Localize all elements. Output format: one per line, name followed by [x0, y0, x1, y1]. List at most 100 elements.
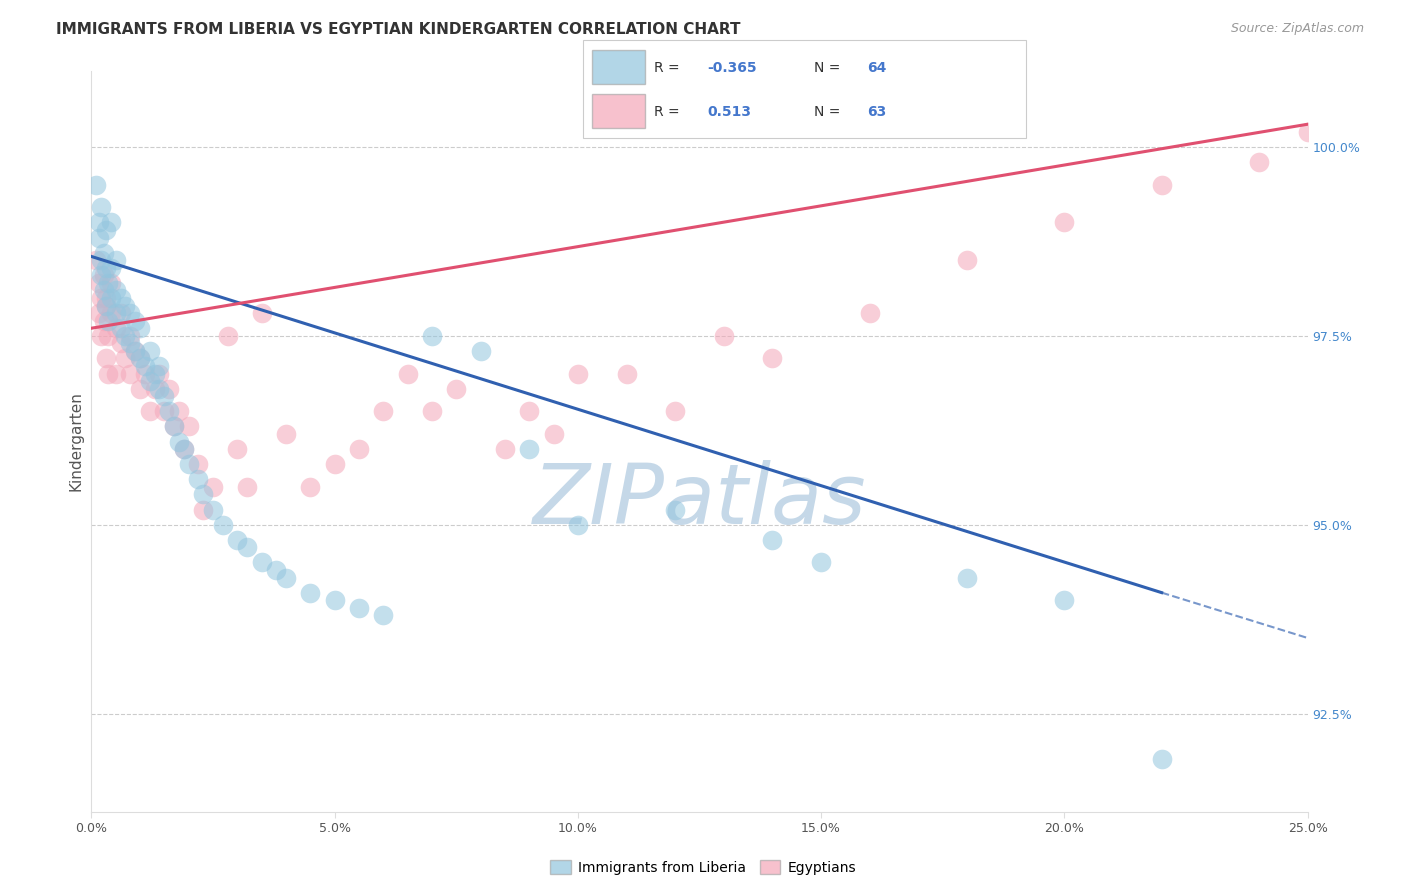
Point — [97, 367, 120, 381]
Point — [143, 382, 166, 396]
Point — [94, 291, 117, 305]
Point — [90, 328, 112, 343]
Point — [347, 600, 370, 615]
Point — [104, 321, 127, 335]
Text: 0.513: 0.513 — [707, 104, 751, 119]
Point — [90, 253, 112, 268]
Point — [713, 328, 735, 343]
Point — [114, 351, 136, 366]
Point — [236, 541, 259, 555]
Point — [177, 457, 200, 471]
Point — [93, 268, 115, 283]
Point — [420, 328, 443, 343]
Point — [97, 313, 120, 327]
Point — [470, 343, 492, 358]
Point — [274, 427, 297, 442]
Point — [373, 404, 395, 418]
Point — [129, 351, 152, 366]
Point — [90, 268, 112, 283]
Point — [250, 306, 273, 320]
Text: 64: 64 — [868, 61, 886, 75]
Bar — [592, 50, 645, 85]
Legend: Immigrants from Liberia, Egyptians: Immigrants from Liberia, Egyptians — [544, 855, 862, 880]
Point — [347, 442, 370, 456]
Point — [90, 200, 112, 214]
Point — [100, 276, 122, 290]
Point — [97, 328, 120, 343]
Point — [420, 404, 443, 418]
Point — [299, 585, 322, 599]
Point — [148, 367, 170, 381]
Point — [1150, 178, 1173, 192]
Point — [124, 343, 146, 358]
Point — [110, 336, 132, 351]
Point — [264, 563, 287, 577]
Bar — [592, 95, 645, 128]
Point — [193, 487, 215, 501]
Point — [148, 382, 170, 396]
Point — [97, 276, 120, 290]
Text: ZIPatlas: ZIPatlas — [533, 460, 866, 541]
Point — [110, 306, 132, 320]
Point — [100, 306, 122, 320]
Point — [202, 480, 225, 494]
Point — [193, 502, 215, 516]
Point — [274, 570, 297, 584]
Point — [104, 306, 127, 320]
Point — [211, 517, 233, 532]
Point — [129, 351, 152, 366]
Point — [956, 570, 979, 584]
Point — [323, 593, 346, 607]
Point — [163, 419, 186, 434]
Point — [517, 442, 540, 456]
Point — [1296, 125, 1319, 139]
Point — [90, 291, 112, 305]
Text: Source: ZipAtlas.com: Source: ZipAtlas.com — [1230, 22, 1364, 36]
Point — [124, 313, 146, 327]
Point — [84, 253, 107, 268]
Text: N =: N = — [814, 104, 845, 119]
Point — [139, 343, 162, 358]
Point — [187, 472, 209, 486]
Point — [177, 419, 200, 434]
Point — [87, 276, 110, 290]
Point — [104, 284, 127, 298]
Point — [94, 299, 117, 313]
Point — [110, 291, 132, 305]
Point — [87, 306, 110, 320]
Point — [153, 389, 176, 403]
Point — [157, 404, 180, 418]
Point — [1053, 593, 1076, 607]
Point — [444, 382, 467, 396]
Point — [143, 367, 166, 381]
Point — [148, 359, 170, 373]
Text: N =: N = — [814, 61, 845, 75]
Point — [134, 367, 156, 381]
Point — [226, 442, 249, 456]
Point — [226, 533, 249, 547]
Point — [761, 533, 783, 547]
Point — [100, 215, 122, 229]
Point — [167, 404, 190, 418]
Point — [87, 215, 110, 229]
Point — [110, 321, 132, 335]
Point — [1053, 215, 1076, 229]
Point — [664, 502, 686, 516]
Point — [93, 313, 115, 327]
Point — [187, 457, 209, 471]
Point — [93, 284, 115, 298]
Point — [299, 480, 322, 494]
Point — [1150, 752, 1173, 766]
Point — [100, 291, 122, 305]
Point — [120, 367, 142, 381]
Point — [859, 306, 882, 320]
Point — [323, 457, 346, 471]
Point — [139, 404, 162, 418]
Y-axis label: Kindergarten: Kindergarten — [67, 392, 83, 491]
Point — [1247, 155, 1270, 169]
Point — [616, 367, 638, 381]
Point — [396, 367, 419, 381]
Point — [93, 245, 115, 260]
Point — [217, 328, 239, 343]
Point — [163, 419, 186, 434]
